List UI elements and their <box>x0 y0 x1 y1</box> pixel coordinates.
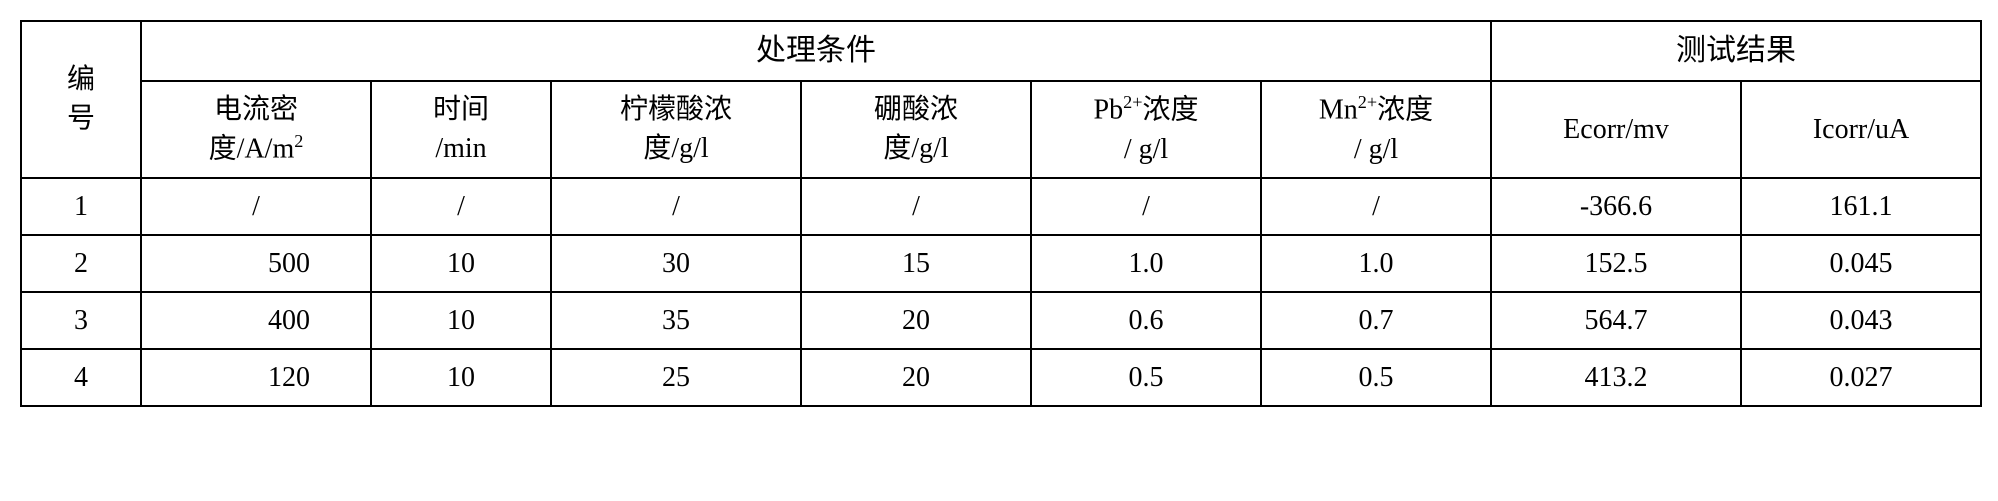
data-table: 编 号 处理条件 测试结果 电流密 度/A/m2 时间 /min 柠檬酸浓 度/… <box>20 20 1982 407</box>
header-pb-l1a: Pb <box>1094 94 1124 125</box>
header-time: 时间 /min <box>371 81 551 178</box>
header-mn-l1b: 浓度 <box>1377 94 1433 125</box>
header-cd-l1: 电流密 <box>214 94 298 125</box>
header-time-l2: /min <box>435 133 486 164</box>
header-citric-l2: 度/g/l <box>643 133 708 164</box>
cell-icorr: 0.045 <box>1741 235 1981 292</box>
cell-pb: / <box>1031 178 1261 235</box>
header-pb-sup: 2+ <box>1123 92 1142 112</box>
cell-boric: / <box>801 178 1031 235</box>
header-citric-l1: 柠檬酸浓 <box>620 94 732 125</box>
cell-boric: 20 <box>801 292 1031 349</box>
table-row: 34001035200.60.7564.70.043 <box>21 292 1981 349</box>
cell-id: 4 <box>21 349 141 406</box>
header-results-group: 测试结果 <box>1491 21 1981 81</box>
cell-mn: / <box>1261 178 1491 235</box>
header-cd-l2: 度/A/m <box>209 134 295 165</box>
cell-boric: 20 <box>801 349 1031 406</box>
table-row: 25001030151.01.0152.50.045 <box>21 235 1981 292</box>
cell-time: / <box>371 178 551 235</box>
cell-icorr: 0.027 <box>1741 349 1981 406</box>
header-pb: Pb2+浓度 / g/l <box>1031 81 1261 178</box>
cell-mn: 0.5 <box>1261 349 1491 406</box>
cell-current-density: 120 <box>141 349 371 406</box>
cell-ecorr: 152.5 <box>1491 235 1741 292</box>
table-row: 1//////-366.6161.1 <box>21 178 1981 235</box>
cell-id: 2 <box>21 235 141 292</box>
cell-time: 10 <box>371 235 551 292</box>
header-cd-sup: 2 <box>294 131 303 151</box>
header-time-l1: 时间 <box>433 94 489 125</box>
cell-current-density: 500 <box>141 235 371 292</box>
cell-current-density: 400 <box>141 292 371 349</box>
cell-pb: 1.0 <box>1031 235 1261 292</box>
header-pb-l2: / g/l <box>1124 134 1168 165</box>
header-current-density: 电流密 度/A/m2 <box>141 81 371 178</box>
header-ecorr: Ecorr/mv <box>1491 81 1741 178</box>
cell-citric: / <box>551 178 801 235</box>
cell-ecorr: -366.6 <box>1491 178 1741 235</box>
header-row-1: 编 号 处理条件 测试结果 <box>21 21 1981 81</box>
header-pb-l1b: 浓度 <box>1142 94 1198 125</box>
cell-pb: 0.6 <box>1031 292 1261 349</box>
header-id-l2: 号 <box>67 103 95 134</box>
cell-pb: 0.5 <box>1031 349 1261 406</box>
header-mn-l2: / g/l <box>1354 134 1398 165</box>
cell-ecorr: 564.7 <box>1491 292 1741 349</box>
header-boric-l1: 硼酸浓 <box>874 94 958 125</box>
cell-id: 3 <box>21 292 141 349</box>
cell-time: 10 <box>371 349 551 406</box>
header-conditions-group: 处理条件 <box>141 21 1491 81</box>
cell-icorr: 161.1 <box>1741 178 1981 235</box>
cell-current-density: / <box>141 178 371 235</box>
table-row: 41201025200.50.5413.20.027 <box>21 349 1981 406</box>
table-body: 1//////-366.6161.125001030151.01.0152.50… <box>21 178 1981 407</box>
cell-citric: 25 <box>551 349 801 406</box>
header-mn: Mn2+浓度 / g/l <box>1261 81 1491 178</box>
cell-citric: 30 <box>551 235 801 292</box>
header-icorr: Icorr/uA <box>1741 81 1981 178</box>
cell-icorr: 0.043 <box>1741 292 1981 349</box>
header-boric: 硼酸浓 度/g/l <box>801 81 1031 178</box>
header-mn-sup: 2+ <box>1358 92 1377 112</box>
header-mn-l1a: Mn <box>1319 94 1358 125</box>
header-row-2: 电流密 度/A/m2 时间 /min 柠檬酸浓 度/g/l 硼酸浓 度/g/l … <box>21 81 1981 178</box>
header-id-l1: 编 <box>67 64 95 95</box>
cell-mn: 0.7 <box>1261 292 1491 349</box>
cell-citric: 35 <box>551 292 801 349</box>
cell-ecorr: 413.2 <box>1491 349 1741 406</box>
cell-time: 10 <box>371 292 551 349</box>
header-boric-l2: 度/g/l <box>883 133 948 164</box>
header-id: 编 号 <box>21 21 141 178</box>
cell-id: 1 <box>21 178 141 235</box>
header-citric: 柠檬酸浓 度/g/l <box>551 81 801 178</box>
cell-boric: 15 <box>801 235 1031 292</box>
cell-mn: 1.0 <box>1261 235 1491 292</box>
